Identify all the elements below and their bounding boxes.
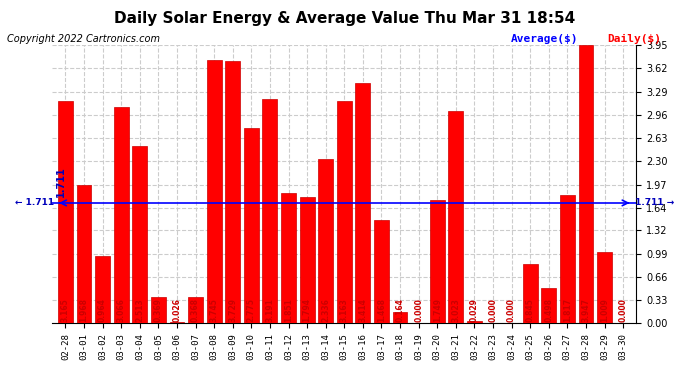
- Bar: [244, 128, 259, 323]
- Text: 3.023: 3.023: [451, 298, 460, 322]
- Bar: [132, 147, 147, 323]
- Text: 0.845: 0.845: [526, 298, 535, 322]
- Bar: [374, 220, 389, 323]
- Text: 0.498: 0.498: [544, 298, 553, 322]
- Bar: [95, 255, 110, 323]
- Text: 3.066: 3.066: [117, 298, 126, 322]
- Bar: [114, 108, 128, 323]
- Text: 1.009: 1.009: [600, 298, 609, 322]
- Text: 0.369: 0.369: [154, 298, 163, 322]
- Text: 0.026: 0.026: [172, 298, 181, 322]
- Bar: [77, 185, 92, 323]
- Text: 0.000: 0.000: [414, 298, 423, 322]
- Text: 0.964: 0.964: [98, 298, 107, 322]
- Bar: [151, 297, 166, 323]
- Bar: [597, 252, 612, 323]
- Text: 3.165: 3.165: [61, 298, 70, 322]
- Text: 0.000: 0.000: [619, 298, 628, 322]
- Bar: [430, 200, 444, 323]
- Text: ← 1.711: ← 1.711: [15, 198, 55, 207]
- Bar: [523, 264, 538, 323]
- Text: 1.851: 1.851: [284, 298, 293, 322]
- Bar: [337, 100, 352, 323]
- Text: Average($): Average($): [511, 34, 578, 44]
- Text: 1.711: 1.711: [56, 166, 66, 197]
- Text: 2.336: 2.336: [322, 298, 331, 322]
- Bar: [262, 99, 277, 323]
- Text: 0.368: 0.368: [191, 298, 200, 322]
- Bar: [281, 193, 296, 323]
- Bar: [188, 297, 203, 323]
- Text: 3.163: 3.163: [339, 298, 348, 322]
- Bar: [467, 321, 482, 323]
- Text: 2.775: 2.775: [247, 298, 256, 322]
- Text: 3.191: 3.191: [266, 298, 275, 322]
- Text: 1.968: 1.968: [79, 298, 88, 322]
- Bar: [318, 159, 333, 323]
- Bar: [393, 312, 408, 323]
- Bar: [170, 322, 184, 323]
- Text: 1.817: 1.817: [563, 298, 572, 322]
- Bar: [299, 197, 315, 323]
- Bar: [578, 45, 593, 323]
- Text: 2.513: 2.513: [135, 298, 144, 322]
- Bar: [448, 111, 463, 323]
- Text: 1.749: 1.749: [433, 298, 442, 322]
- Text: Daily($): Daily($): [607, 34, 661, 44]
- Text: Daily Solar Energy & Average Value Thu Mar 31 18:54: Daily Solar Energy & Average Value Thu M…: [115, 11, 575, 26]
- Bar: [560, 195, 575, 323]
- Text: 3.745: 3.745: [210, 298, 219, 322]
- Text: 1.468: 1.468: [377, 298, 386, 322]
- Bar: [207, 60, 221, 323]
- Text: 3.947: 3.947: [582, 298, 591, 322]
- Text: 0.000: 0.000: [489, 298, 497, 322]
- Text: 0.029: 0.029: [470, 298, 479, 322]
- Bar: [226, 61, 240, 323]
- Bar: [58, 100, 73, 323]
- Text: Copyright 2022 Cartronics.com: Copyright 2022 Cartronics.com: [7, 34, 160, 44]
- Text: 1.794: 1.794: [303, 298, 312, 322]
- Text: 3.414: 3.414: [358, 298, 367, 322]
- Text: 3.729: 3.729: [228, 298, 237, 322]
- Text: 0.000: 0.000: [507, 298, 516, 322]
- Text: 1.711 →: 1.711 →: [633, 198, 675, 207]
- Text: 0.164: 0.164: [395, 298, 404, 322]
- Bar: [542, 288, 556, 323]
- Bar: [355, 83, 371, 323]
